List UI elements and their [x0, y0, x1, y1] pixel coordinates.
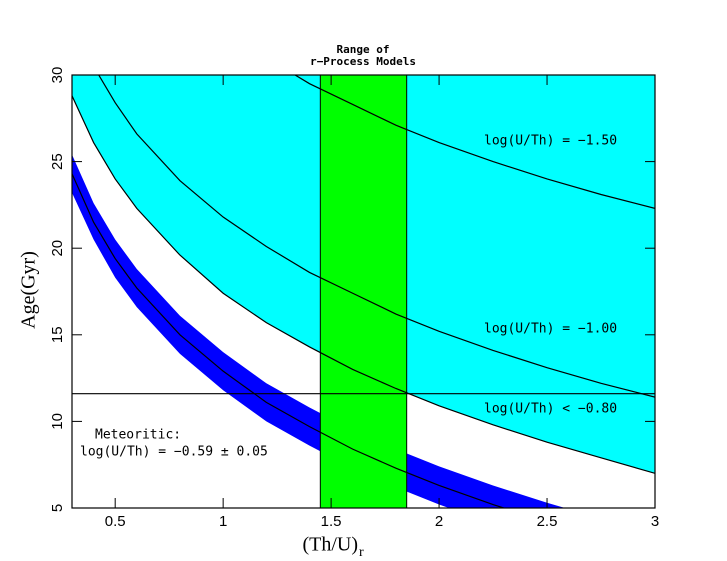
annotation: Meteoritic:	[95, 428, 181, 443]
y-axis-label: Age(Gyr)	[18, 251, 40, 329]
x-tick-label: 1	[219, 513, 227, 530]
x-axis-label: (Th/U)	[302, 534, 358, 556]
curve-label: log(U/Th) < −0.80	[484, 402, 617, 417]
x-tick-label: 2	[435, 513, 443, 530]
curve	[72, 173, 506, 508]
frame	[71, 74, 656, 509]
curve	[98, 75, 655, 398]
curve-label: log(U/Th) = −1.50	[484, 134, 617, 149]
band-title: Range of	[337, 43, 390, 56]
curve-label: log(U/Th) = −0.59 ± 0.05	[80, 445, 268, 460]
r-process-band	[319, 75, 408, 508]
curve-label: log(U/Th) = −1.00	[484, 322, 617, 337]
x-tick-label: 2.5	[537, 513, 558, 530]
meteoritic-band	[72, 154, 566, 508]
y-tick-label: 20	[49, 240, 66, 257]
y-tick-label: 25	[49, 153, 66, 170]
x-tick-label: 1.5	[321, 513, 342, 530]
plot-area	[72, 75, 655, 508]
y-tick-label: 10	[49, 413, 66, 430]
y-tick-label: 30	[49, 67, 66, 84]
x-tick-label: 3	[651, 513, 659, 530]
x-axis-label-sub: r	[359, 545, 364, 560]
y-tick-label: 15	[49, 326, 66, 343]
x-tick-label: 0.5	[105, 513, 126, 530]
curve	[293, 75, 655, 209]
curve	[72, 95, 655, 474]
band-title: r−Process Models	[310, 55, 416, 68]
y-tick-label: 5	[49, 504, 66, 512]
